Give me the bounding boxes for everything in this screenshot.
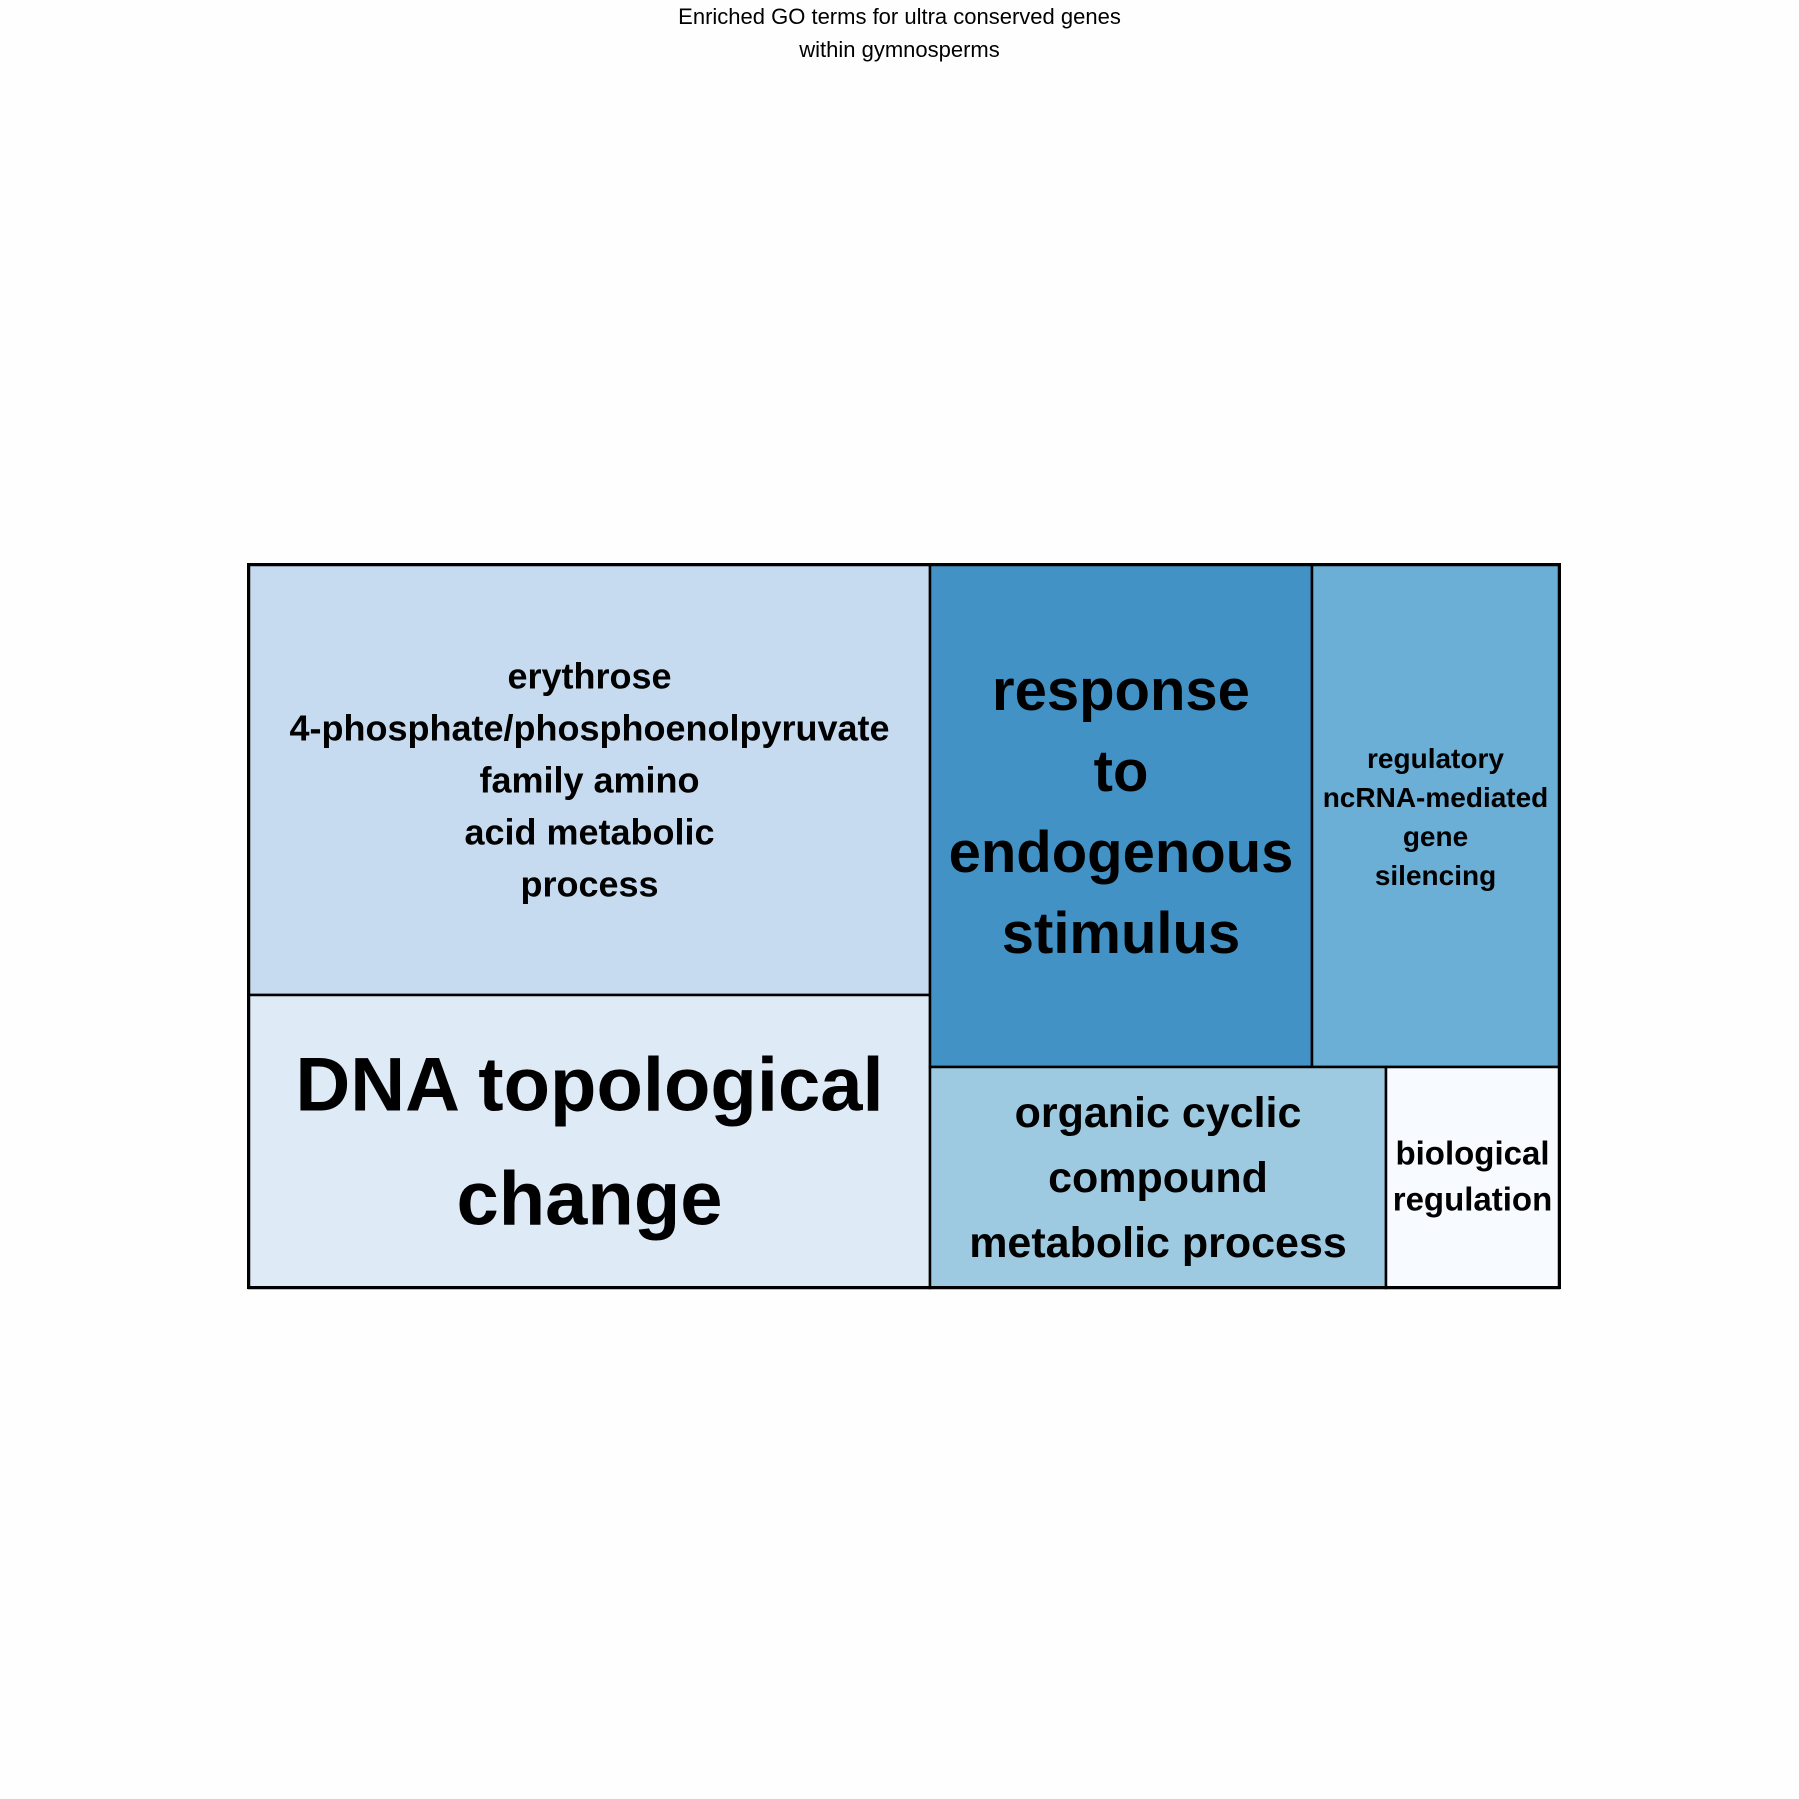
treemap-tile-label: DNA topological: [295, 1043, 883, 1128]
treemap-tile-label: compound: [1048, 1154, 1268, 1202]
treemap-tile: response to endogenous stimulus: [930, 565, 1312, 1067]
treemap-tile-label: regulatory: [1367, 743, 1504, 774]
treemap-tile: organic cyclic compound metabolic process: [930, 1067, 1386, 1288]
treemap-tile: regulatory ncRNA-mediated gene silencing: [1312, 565, 1559, 1067]
treemap-tile-rect: [1386, 1067, 1559, 1288]
treemap-tile-label: regulation: [1393, 1181, 1553, 1218]
treemap-tile-label: process: [520, 864, 658, 905]
treemap-tile-rect: [930, 565, 1312, 1067]
treemap-tile-label: erythrose: [507, 656, 671, 697]
treemap-tile: biological regulation: [1386, 1067, 1559, 1288]
treemap-tile-label: metabolic process: [969, 1219, 1347, 1267]
treemap-tile-rect: [1312, 565, 1559, 1067]
treemap-tile-label: family amino: [479, 760, 699, 801]
treemap-tile-label: gene: [1403, 821, 1468, 852]
treemap-tile-label: endogenous: [949, 820, 1294, 885]
treemap-tile-label: silencing: [1375, 860, 1496, 891]
treemap-tile-label: to: [1094, 739, 1149, 804]
treemap-tile-label: 4-phosphate/phosphoenolpyruvate: [289, 708, 889, 749]
treemap-tile-label: organic cyclic: [1015, 1089, 1302, 1137]
treemap-tile-rect: [249, 995, 930, 1288]
treemap-tiles: erythrose 4-phosphate/phosphoenolpyruvate…: [249, 565, 1559, 1288]
treemap-tile-label: response: [992, 658, 1250, 723]
treemap-tile: DNA topological change: [249, 995, 930, 1288]
treemap-tile-label: acid metabolic: [464, 812, 714, 853]
treemap-tile-label: biological: [1395, 1135, 1549, 1172]
treemap-tile-label: stimulus: [1002, 901, 1241, 966]
treemap-tile-label: ncRNA-mediated: [1323, 782, 1549, 813]
treemap-tile: erythrose 4-phosphate/phosphoenolpyruvate…: [249, 565, 930, 995]
treemap-tile-label: change: [456, 1157, 722, 1242]
